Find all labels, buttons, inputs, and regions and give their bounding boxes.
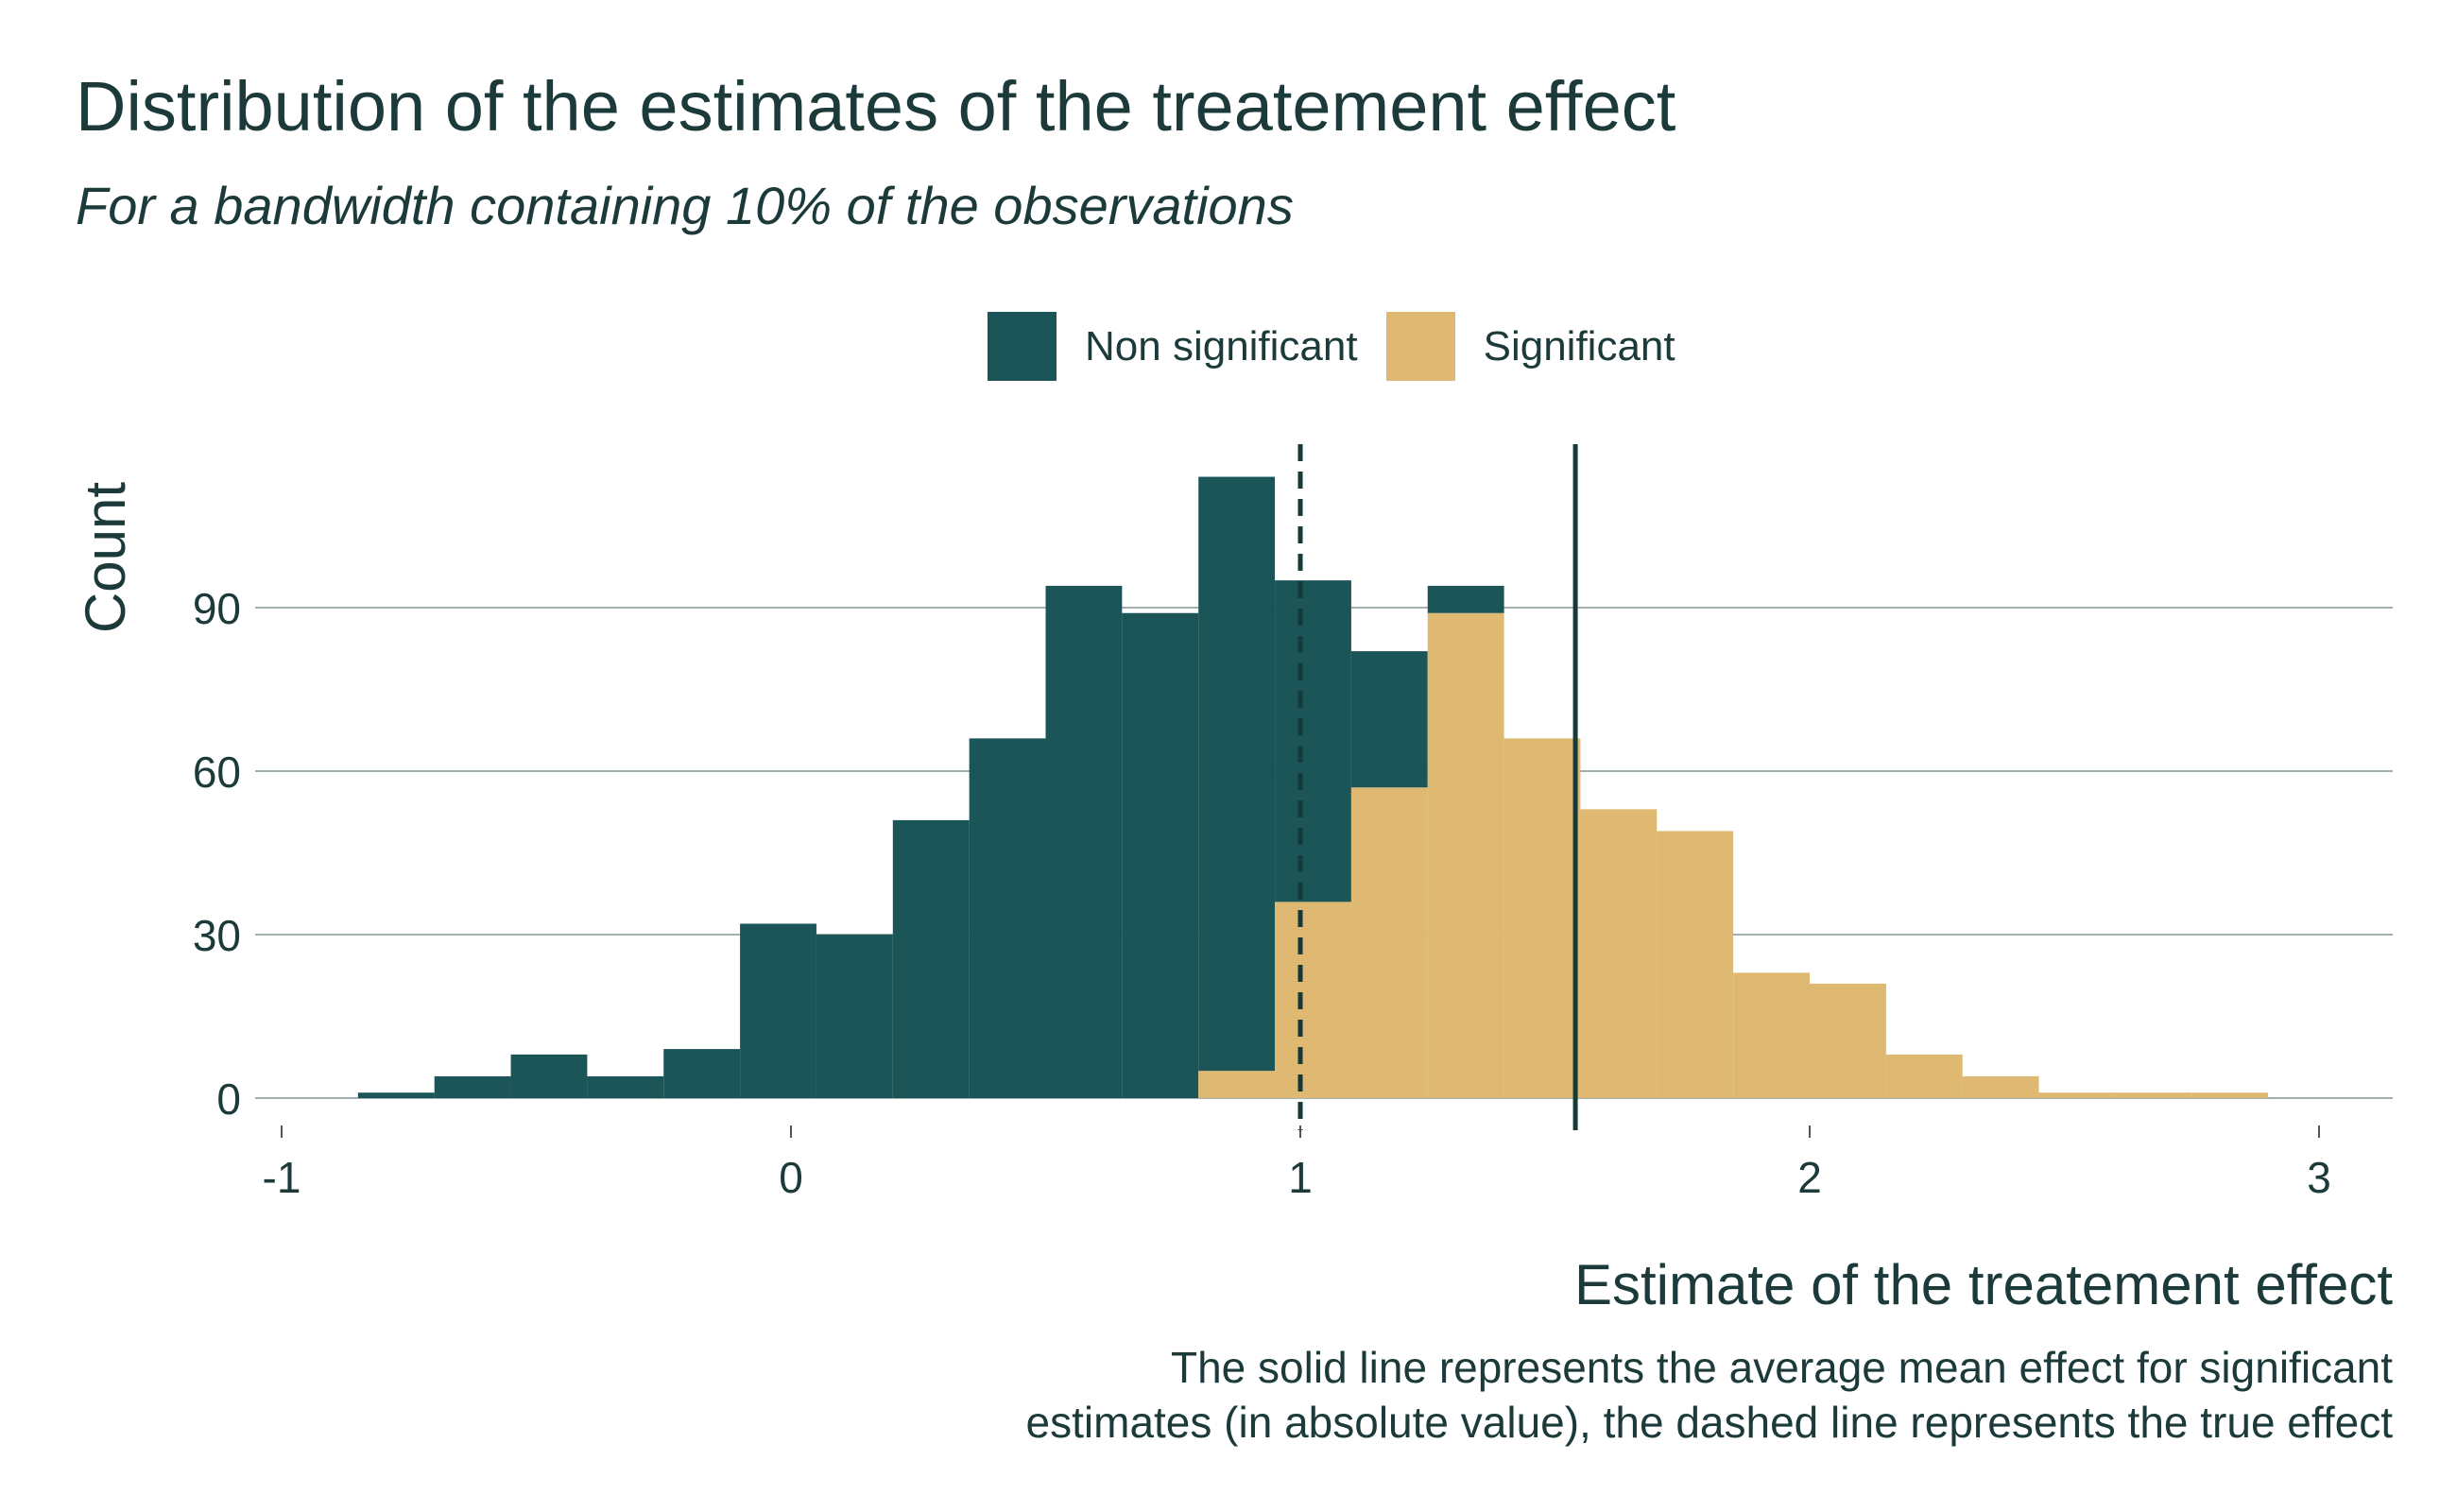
bar-non-significant bbox=[1122, 612, 1199, 1098]
bar-non-significant bbox=[969, 738, 1046, 1098]
bar-significant bbox=[1503, 738, 1581, 1098]
caption-line-1: The solid line represents the average me… bbox=[1171, 1343, 2393, 1392]
caption-line-2: estimates (in absolute value), the dashe… bbox=[1025, 1398, 2393, 1447]
bar-significant bbox=[2038, 1092, 2116, 1098]
y-tick-label: 0 bbox=[216, 1074, 241, 1124]
bar-significant bbox=[1810, 983, 1886, 1098]
bar-significant bbox=[1198, 1071, 1276, 1098]
bar-non-significant bbox=[1427, 585, 1504, 613]
bar-significant bbox=[2115, 1092, 2192, 1098]
legend-label-non-significant: Non significant bbox=[1085, 322, 1358, 369]
y-tick-label: 30 bbox=[193, 911, 241, 960]
bar-non-significant bbox=[1275, 580, 1351, 902]
bars bbox=[357, 476, 2269, 1098]
bar-significant bbox=[1733, 972, 1810, 1098]
chart-title: Distribution of the estimates of the tre… bbox=[76, 67, 1676, 146]
legend: Non significant Significant bbox=[988, 312, 1704, 381]
x-tick-label: -1 bbox=[263, 1153, 301, 1202]
bar-non-significant bbox=[740, 923, 816, 1098]
bar-non-significant bbox=[1350, 651, 1428, 788]
chart-subtitle: For a bandwidth containing 10% of the ob… bbox=[76, 176, 1294, 235]
reference-lines bbox=[1297, 444, 1578, 1130]
y-axis-label: Count bbox=[74, 482, 137, 633]
bar-non-significant bbox=[1045, 585, 1123, 1098]
legend-item-non-significant: Non significant bbox=[988, 312, 1358, 381]
bar-significant bbox=[1427, 612, 1504, 1098]
legend-item-significant: Significant bbox=[1385, 312, 1675, 381]
bar-non-significant bbox=[1198, 476, 1276, 1072]
y-tick-label: 90 bbox=[193, 584, 241, 633]
bar-significant bbox=[1580, 809, 1658, 1098]
x-tick-label: 0 bbox=[779, 1153, 803, 1202]
bar-non-significant bbox=[434, 1075, 511, 1098]
bar-non-significant bbox=[510, 1054, 588, 1098]
bar-non-significant bbox=[892, 819, 970, 1098]
bar-significant bbox=[2191, 1092, 2269, 1098]
y-tick-label: 60 bbox=[193, 747, 241, 797]
x-tick-label: 1 bbox=[1288, 1153, 1313, 1202]
bar-non-significant bbox=[357, 1092, 435, 1098]
bar-significant bbox=[1275, 902, 1351, 1098]
chart-caption: The solid line represents the average me… bbox=[1026, 1340, 2393, 1450]
legend-label-significant: Significant bbox=[1483, 322, 1675, 369]
bar-significant bbox=[1350, 787, 1428, 1098]
x-tick-label: 3 bbox=[2307, 1153, 2331, 1202]
bar-significant bbox=[1657, 831, 1734, 1098]
bar-non-significant bbox=[816, 934, 893, 1098]
bar-significant bbox=[1885, 1054, 1963, 1098]
legend-swatch-significant bbox=[1385, 312, 1455, 381]
legend-swatch-non-significant bbox=[988, 312, 1057, 381]
bar-significant bbox=[1962, 1075, 2039, 1098]
bar-non-significant bbox=[663, 1049, 741, 1098]
x-tick-label: 2 bbox=[1797, 1153, 1822, 1202]
axes: -1 0 1 2 3 bbox=[263, 1125, 2331, 1202]
bar-non-significant bbox=[587, 1075, 664, 1098]
x-axis-label: Estimate of the treatement effect bbox=[1574, 1253, 2393, 1316]
